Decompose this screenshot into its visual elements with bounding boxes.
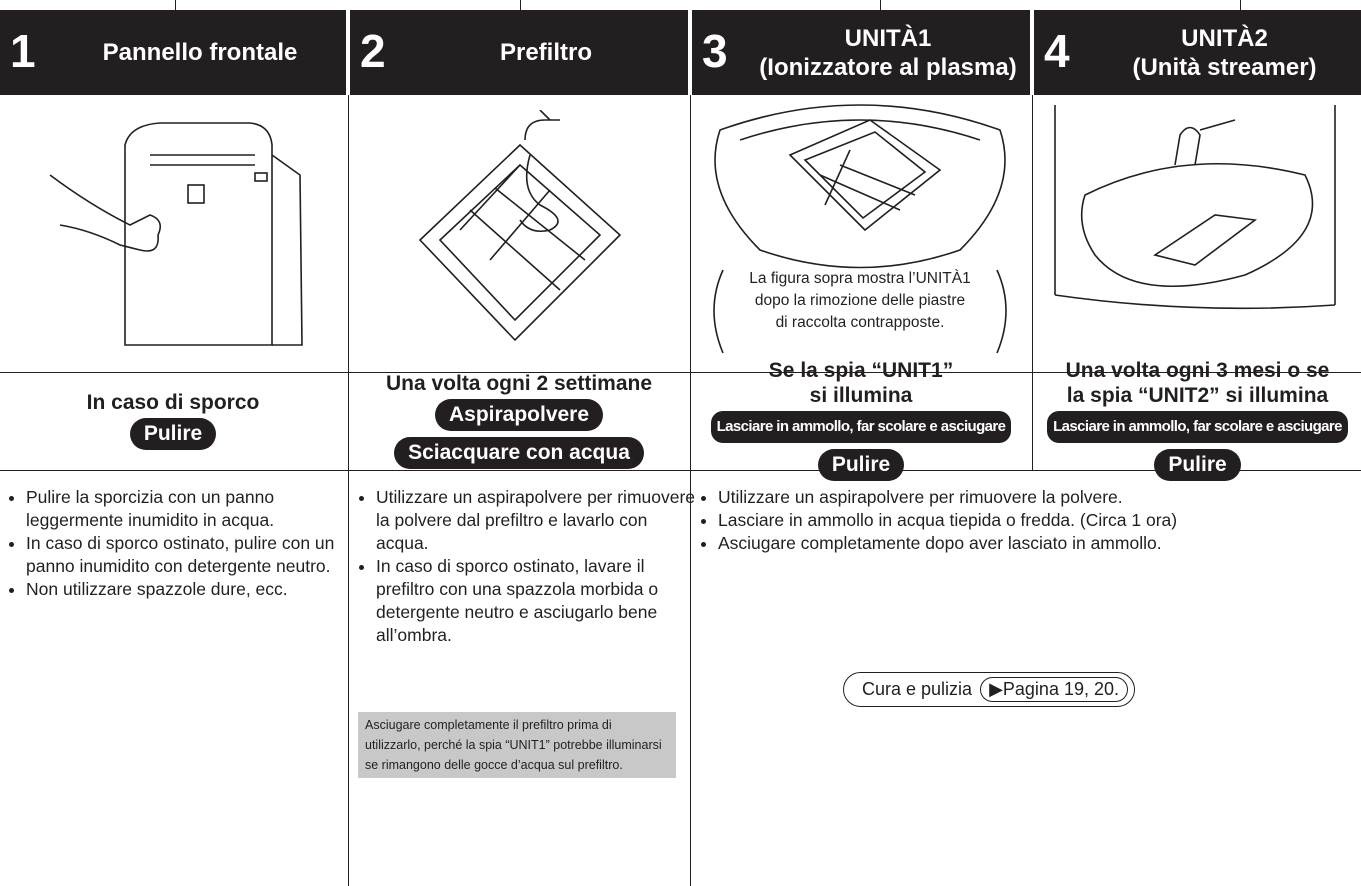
tick: [175, 0, 176, 10]
action-badge: Pulire: [817, 449, 905, 481]
column-title: UNITÀ2 (Unità streamer): [1094, 10, 1355, 95]
prefilter-instructions: Utilizzare un aspirapolvere per rimuover…: [358, 486, 696, 647]
frequency-line: Una volta ogni 3 mesi o se: [1065, 359, 1330, 382]
column-number: 1: [10, 25, 36, 77]
title-line: UNITÀ1: [844, 24, 932, 52]
frequency: Una volta ogni 2 settimane Aspirapolvere S…: [350, 372, 688, 470]
title-line: (Unità streamer): [1132, 53, 1317, 81]
title-line: (Ionizzatore al plasma): [759, 53, 1017, 81]
instruction: In caso di sporco ostinato, lavare il pr…: [376, 555, 696, 647]
title-line: Prefiltro: [499, 39, 592, 66]
frequency: Se la spia “UNIT1” si illumina Lasciare in…: [692, 359, 1030, 481]
caption-line: dopo la rimozione delle piastre: [754, 292, 966, 309]
column-number: 4: [1044, 25, 1070, 77]
divider: [348, 95, 349, 886]
frequency: In caso di sporco Pulire: [0, 372, 346, 470]
divider: [0, 372, 1361, 373]
reference-text: Cura e pulizia: [862, 679, 973, 699]
column-title: Pannello frontale: [60, 10, 340, 95]
column-header: 2 Prefiltro: [350, 10, 688, 95]
action-badge: Pulire: [129, 417, 217, 450]
caption-line: La figura sopra mostra l’UNITÀ1: [749, 270, 971, 287]
column-number: 3: [702, 25, 728, 77]
divider: [690, 95, 691, 886]
reference-link[interactable]: ▶Pagina 19, 20.: [980, 677, 1128, 702]
panel-instructions: Pulire la sporcizia con un panno leggerm…: [8, 486, 351, 601]
action-badge: Pulire: [1154, 449, 1241, 481]
instruction: Utilizzare un aspirapolvere per rimuover…: [718, 486, 1358, 509]
column-number: 2: [360, 25, 386, 77]
title-line: UNITÀ2: [1181, 24, 1268, 52]
caption-line: di raccolta contrapposte.: [775, 314, 945, 331]
action-badge: Lasciare in ammollo, far scolare e asciu…: [710, 411, 1012, 443]
title-line: Pannello frontale: [102, 39, 298, 66]
divider: [1032, 95, 1033, 470]
column-title: Prefiltro: [410, 10, 682, 95]
frequency-line: Una volta ogni 2 settimane: [385, 371, 653, 395]
instruction: In caso di sporco ostinato, pulire con u…: [26, 532, 351, 578]
image-caption: La figura sopra mostra l’UNITÀ1 dopo la r…: [700, 268, 1020, 334]
unit2-illustration: [1054, 105, 1336, 310]
frequency-line: Se la spia “UNIT1”: [768, 359, 954, 382]
caption-brackets: [713, 269, 1007, 354]
instruction: Lasciare in ammollo in acqua tiepida o f…: [718, 509, 1358, 532]
column-header: 1 Pannello frontale: [0, 10, 346, 95]
prefilter-illustration: [418, 110, 622, 342]
divider: [0, 470, 1361, 471]
frequency-line: la spia “UNIT2” si illumina: [1066, 384, 1329, 407]
column-header: 3 UNITÀ1 (Ionizzatore al plasma): [692, 10, 1030, 95]
unit1-illustration: [714, 104, 1006, 269]
tick: [520, 0, 521, 10]
page-reference: Cura e pulizia ▶Pagina 19, 20.: [843, 672, 1135, 707]
column-header: 4 UNITÀ2 (Unità streamer): [1034, 10, 1361, 95]
unit-instructions: Utilizzare un aspirapolvere per rimuover…: [700, 486, 1358, 555]
instruction: Utilizzare un aspirapolvere per rimuover…: [376, 486, 696, 555]
frequency: Una volta ogni 3 mesi o se la spia “UNIT2…: [1034, 359, 1361, 481]
instruction: Non utilizzare spazzole dure, ecc.: [26, 578, 351, 601]
instruction: Asciugare completamente dopo aver lascia…: [718, 532, 1358, 555]
frequency-line: In caso di sporco: [86, 390, 260, 414]
instruction: Pulire la sporcizia con un panno leggerm…: [26, 486, 351, 532]
action-badge: Sciacquare con acqua: [394, 436, 644, 469]
front-panel-illustration: [49, 122, 303, 346]
prefilter-note: Asciugare completamente il prefiltro pri…: [358, 712, 676, 778]
column-title: UNITÀ1 (Ionizzatore al plasma): [752, 10, 1024, 95]
tick: [880, 0, 881, 10]
frequency-line: si illumina: [809, 384, 913, 407]
action-badge: Aspirapolvere: [434, 398, 604, 431]
action-badge: Lasciare in ammollo, far scolare e asciu…: [1047, 411, 1348, 443]
tick: [1240, 0, 1241, 10]
